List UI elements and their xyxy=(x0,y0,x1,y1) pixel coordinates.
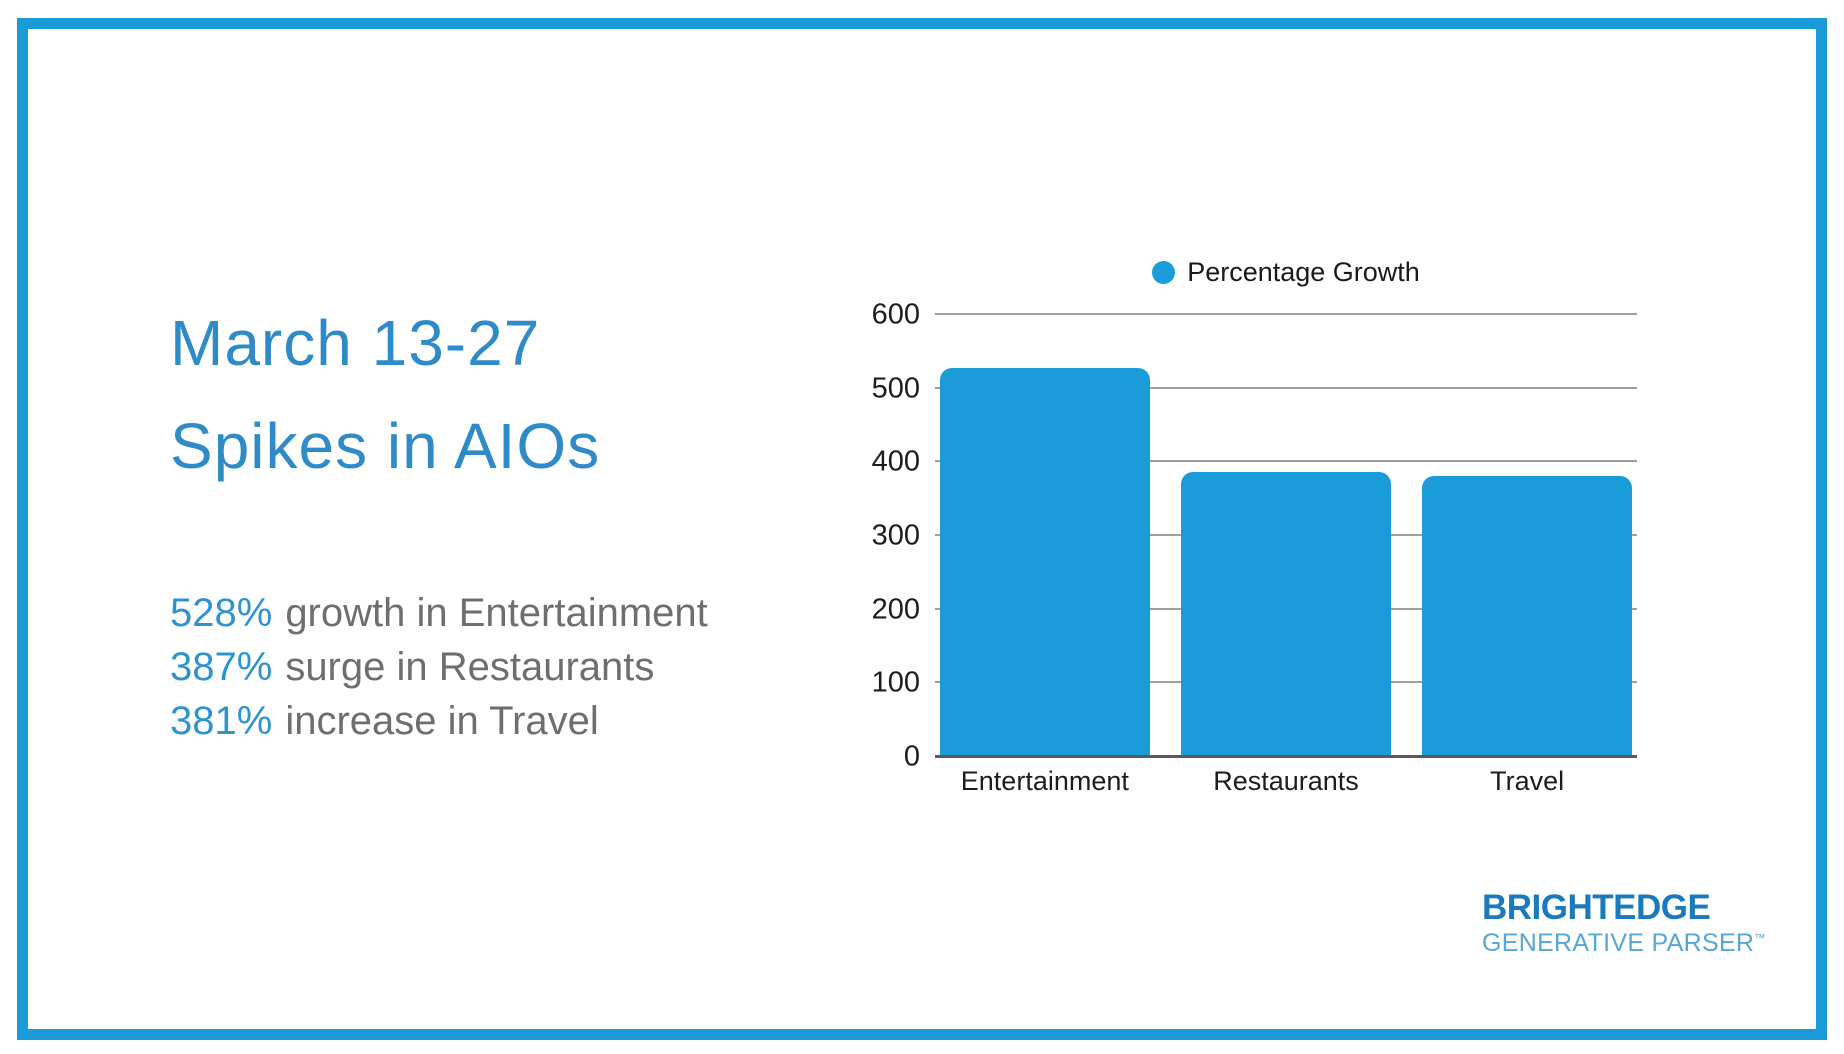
stat-label: increase in Travel xyxy=(285,699,599,743)
y-tick-label-500: 500 xyxy=(871,372,920,405)
stat-line-restaurants: 387% surge in Restaurants xyxy=(170,640,708,694)
slide-title: March 13-27 Spikes in AIOs xyxy=(170,292,600,498)
bar-restaurants xyxy=(1181,471,1391,757)
logo-subtitle-text: GENERATIVE PARSER xyxy=(1482,928,1755,957)
logo-wordmark: BRIGHTEDGE xyxy=(1482,888,1711,927)
stats-list: 528% growth in Entertainment 387% surge in… xyxy=(170,586,708,748)
brightedge-logo: BRIGHTEDGE GENERATIVE PARSER™ xyxy=(1482,888,1766,958)
y-axis-labels: 0 100 200 300 400 500 600 xyxy=(790,299,920,773)
legend-marker-circle-icon xyxy=(1152,260,1176,284)
chart-legend: Percentage Growth xyxy=(935,256,1637,288)
plot-area xyxy=(935,313,1637,758)
x-axis-baseline xyxy=(935,755,1637,758)
stat-value: 528% xyxy=(170,591,273,635)
stat-value: 387% xyxy=(170,645,273,689)
bar-travel xyxy=(1422,476,1632,757)
slide-border-frame xyxy=(17,18,1827,1040)
title-line-1: March 13-27 xyxy=(170,307,541,379)
legend-label: Percentage Growth xyxy=(1187,256,1420,287)
x-tick-label-entertainment: Entertainment xyxy=(960,766,1129,796)
x-axis-labels: Entertainment Restaurants Travel xyxy=(935,766,1637,797)
stat-label: surge in Restaurants xyxy=(285,645,655,689)
x-tick-label-travel: Travel xyxy=(1490,766,1565,796)
stat-label: growth in Entertainment xyxy=(285,591,708,635)
y-tick-label-600: 600 xyxy=(871,298,920,331)
logo-subtitle: GENERATIVE PARSER™ xyxy=(1482,928,1766,958)
y-tick-label-0: 0 xyxy=(903,740,920,773)
stat-value: 381% xyxy=(170,699,273,743)
gridline-400 xyxy=(935,460,1637,463)
gridline-500 xyxy=(935,386,1637,389)
y-tick-label-400: 400 xyxy=(871,445,920,478)
title-line-2: Spikes in AIOs xyxy=(170,410,601,482)
x-tick-label-restaurants: Restaurants xyxy=(1213,766,1359,796)
y-tick-label-100: 100 xyxy=(871,666,920,699)
trademark-symbol: ™ xyxy=(1754,932,1766,945)
bar-entertainment xyxy=(940,368,1150,757)
gridline-600 xyxy=(935,313,1637,315)
y-tick-label-300: 300 xyxy=(871,519,920,552)
stat-line-entertainment: 528% growth in Entertainment xyxy=(170,586,708,640)
y-tick-label-200: 200 xyxy=(871,593,920,626)
stat-line-travel: 381% increase in Travel xyxy=(170,694,708,748)
bars-group xyxy=(935,315,1637,757)
